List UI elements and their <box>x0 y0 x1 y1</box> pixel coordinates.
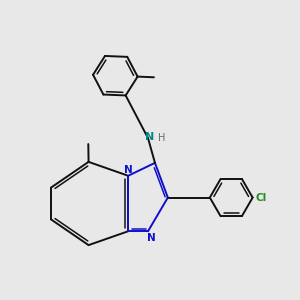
Text: Cl: Cl <box>256 193 267 202</box>
Text: N: N <box>124 165 133 175</box>
Text: H: H <box>158 133 165 143</box>
Text: N: N <box>147 233 155 243</box>
Text: N: N <box>145 132 154 142</box>
